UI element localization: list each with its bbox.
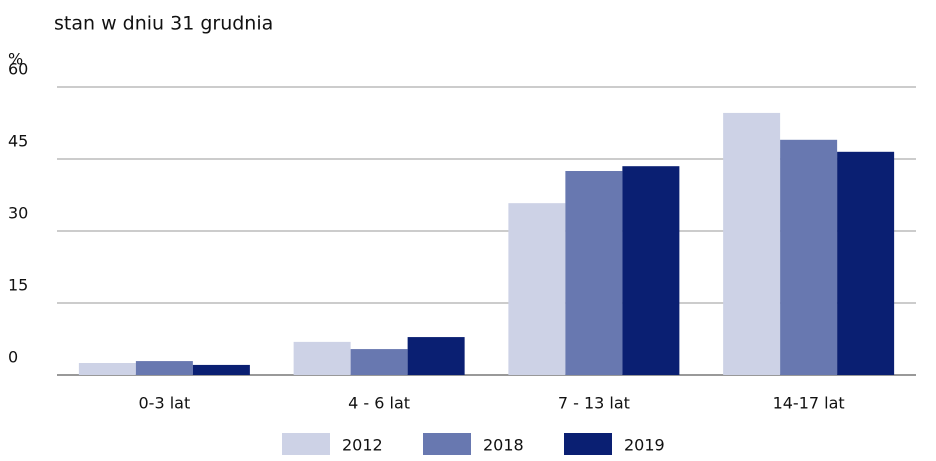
bar xyxy=(407,337,465,375)
bar xyxy=(565,171,623,375)
legend-swatch xyxy=(423,433,471,455)
legend-label: 2018 xyxy=(483,436,524,455)
y-axis-label: % xyxy=(8,50,23,69)
bar xyxy=(192,364,250,375)
x-tick-label: 7 - 13 lat xyxy=(558,394,630,413)
y-tick-label: 60 xyxy=(8,60,28,79)
y-tick-label: 15 xyxy=(8,276,28,295)
bar xyxy=(135,361,193,375)
legend-label: 2019 xyxy=(624,436,665,455)
bar xyxy=(293,341,351,375)
y-tick-label: 0 xyxy=(8,348,18,367)
legend-swatch xyxy=(282,433,330,455)
chart-subtitle: stan w dniu 31 grudnia xyxy=(54,13,273,35)
x-tick-label: 4 - 6 lat xyxy=(348,394,410,413)
bar xyxy=(723,112,781,376)
bar xyxy=(508,203,566,375)
legend-label: 2012 xyxy=(342,436,383,455)
bar xyxy=(78,363,136,375)
y-tick-label: 45 xyxy=(8,132,28,151)
bar xyxy=(780,139,838,375)
legend-swatch xyxy=(564,433,612,455)
bar xyxy=(622,166,680,375)
bar xyxy=(350,349,408,375)
x-tick-label: 0-3 lat xyxy=(139,394,191,413)
x-tick-label: 14-17 lat xyxy=(773,394,845,413)
bar xyxy=(837,151,895,375)
y-tick-label: 30 xyxy=(8,204,28,223)
